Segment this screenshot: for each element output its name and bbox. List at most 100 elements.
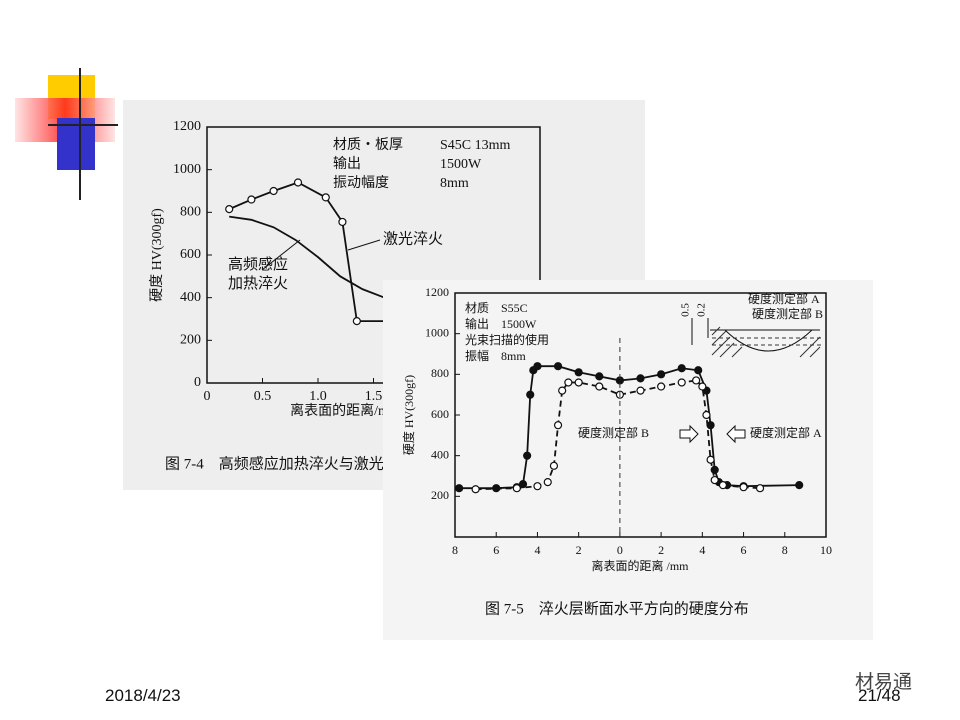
info-text: 材质 S55C	[465, 301, 528, 315]
data-point	[636, 374, 645, 383]
x-tick-label: 1.0	[309, 389, 327, 404]
data-point	[636, 386, 645, 395]
data-point	[574, 378, 583, 387]
arrow-label: 硬度测定部 A	[750, 425, 822, 440]
x-tick-label: 8	[782, 543, 788, 557]
data-point	[692, 376, 701, 385]
data-point	[677, 364, 686, 373]
figure-caption: 图 7-5 淬火层断面水平方向的硬度分布	[485, 600, 749, 617]
inset-label: 硬度测定部 B	[752, 306, 823, 321]
info-text: 振幅 8mm	[465, 348, 526, 363]
x-axis-title: 离表面的距离/mm	[290, 402, 400, 419]
date: 2018/4/23	[105, 686, 181, 705]
data-point	[269, 186, 278, 196]
data-point	[533, 362, 542, 371]
data-point	[523, 451, 532, 460]
info-text: S45C 13mm	[440, 138, 511, 153]
y-tick-label: 1000	[425, 325, 449, 339]
leader-line	[347, 239, 381, 251]
data-point	[657, 382, 666, 391]
x-tick-label: 0	[204, 389, 211, 404]
data-point	[706, 455, 715, 464]
data-point	[702, 410, 711, 420]
leader-line	[261, 239, 301, 271]
data-point	[293, 178, 303, 187]
y-tick-label: 800	[180, 205, 201, 220]
y-tick-label: 0	[194, 375, 201, 390]
y-tick-label: 200	[180, 333, 201, 348]
data-point	[595, 372, 604, 381]
info-text: 光束扫描的使用	[465, 332, 549, 347]
page-number: 21/48	[858, 686, 901, 705]
x-tick-label: 6	[493, 543, 499, 557]
info-text: 材质・板厚	[333, 137, 403, 153]
info-text: 输出 1500W	[465, 316, 537, 331]
data-point	[533, 482, 542, 491]
depth-label: 0.5	[680, 303, 692, 317]
data-point	[526, 390, 535, 399]
data-point	[553, 362, 563, 371]
info-text: 振动幅度	[333, 175, 389, 191]
y-axis-title: 硬度 HV(300gf)	[149, 208, 165, 302]
data-point	[564, 378, 573, 387]
x-tick-label: 2	[576, 543, 582, 557]
data-point	[710, 475, 719, 485]
x-tick-label: 4	[699, 543, 705, 557]
data-point	[471, 485, 480, 494]
depth-label: 0.2	[696, 303, 708, 317]
data-point	[512, 484, 521, 493]
figure: 200 400 600 800 1000 1200 8 6 4 2 0 2 4 6 8 10 硬度 HV(300…	[383, 280, 873, 640]
x-tick-label: 6	[741, 543, 747, 557]
data-point	[574, 368, 583, 377]
data-point	[543, 478, 552, 487]
y-tick-label: 1200	[173, 119, 201, 134]
data-point	[739, 483, 748, 492]
watermark: 材易通	[855, 672, 913, 693]
y-tick-label: 400	[431, 447, 449, 461]
x-tick-label: 1.5	[365, 389, 383, 404]
inset-label: 硬度测定部 A	[748, 291, 820, 306]
data-point	[718, 481, 728, 490]
data-point	[338, 217, 347, 227]
series-label: 激光淬火	[383, 230, 443, 247]
x-tick-label: 2	[658, 543, 664, 557]
data-point	[698, 382, 707, 391]
x-tick-label: 0.5	[254, 389, 272, 404]
decoration	[15, 68, 118, 200]
data-point	[755, 484, 765, 493]
y-tick-label: 1200	[425, 285, 449, 299]
data-point	[455, 484, 464, 493]
x-tick-label: 8	[452, 543, 458, 557]
arrow	[726, 424, 746, 444]
x-axis-title: 离表面的距离 /mm	[591, 558, 689, 573]
data-point	[657, 370, 666, 379]
data-point	[518, 480, 528, 489]
x-tick-label: 10	[820, 543, 832, 557]
y-tick-label: 1000	[173, 162, 201, 177]
data-point	[352, 317, 361, 326]
series-label: 高频感应加热淬火	[228, 257, 289, 292]
data-point	[795, 481, 804, 490]
data-point	[677, 378, 686, 387]
y-tick-label: 800	[431, 366, 449, 380]
y-tick-label: 600	[431, 407, 449, 421]
data-point	[694, 366, 703, 375]
y-axis-title: 硬度 HV(300gf)	[401, 375, 416, 455]
data-point	[553, 421, 563, 430]
data-point	[225, 205, 234, 214]
info-text: 输出	[333, 156, 361, 172]
info-text: 8mm	[440, 176, 469, 191]
y-tick-label: 200	[431, 488, 449, 502]
y-tick-label: 600	[180, 247, 201, 262]
data-point	[549, 461, 559, 470]
info-text: 1500W	[440, 157, 482, 172]
data-point	[321, 193, 330, 202]
arrow	[679, 424, 699, 444]
x-tick-label: 0	[617, 543, 623, 557]
x-tick-label: 4	[534, 543, 540, 557]
arrow-label: 硬度测定部 B	[578, 425, 649, 440]
data-point	[558, 386, 567, 395]
data-point	[595, 382, 604, 391]
